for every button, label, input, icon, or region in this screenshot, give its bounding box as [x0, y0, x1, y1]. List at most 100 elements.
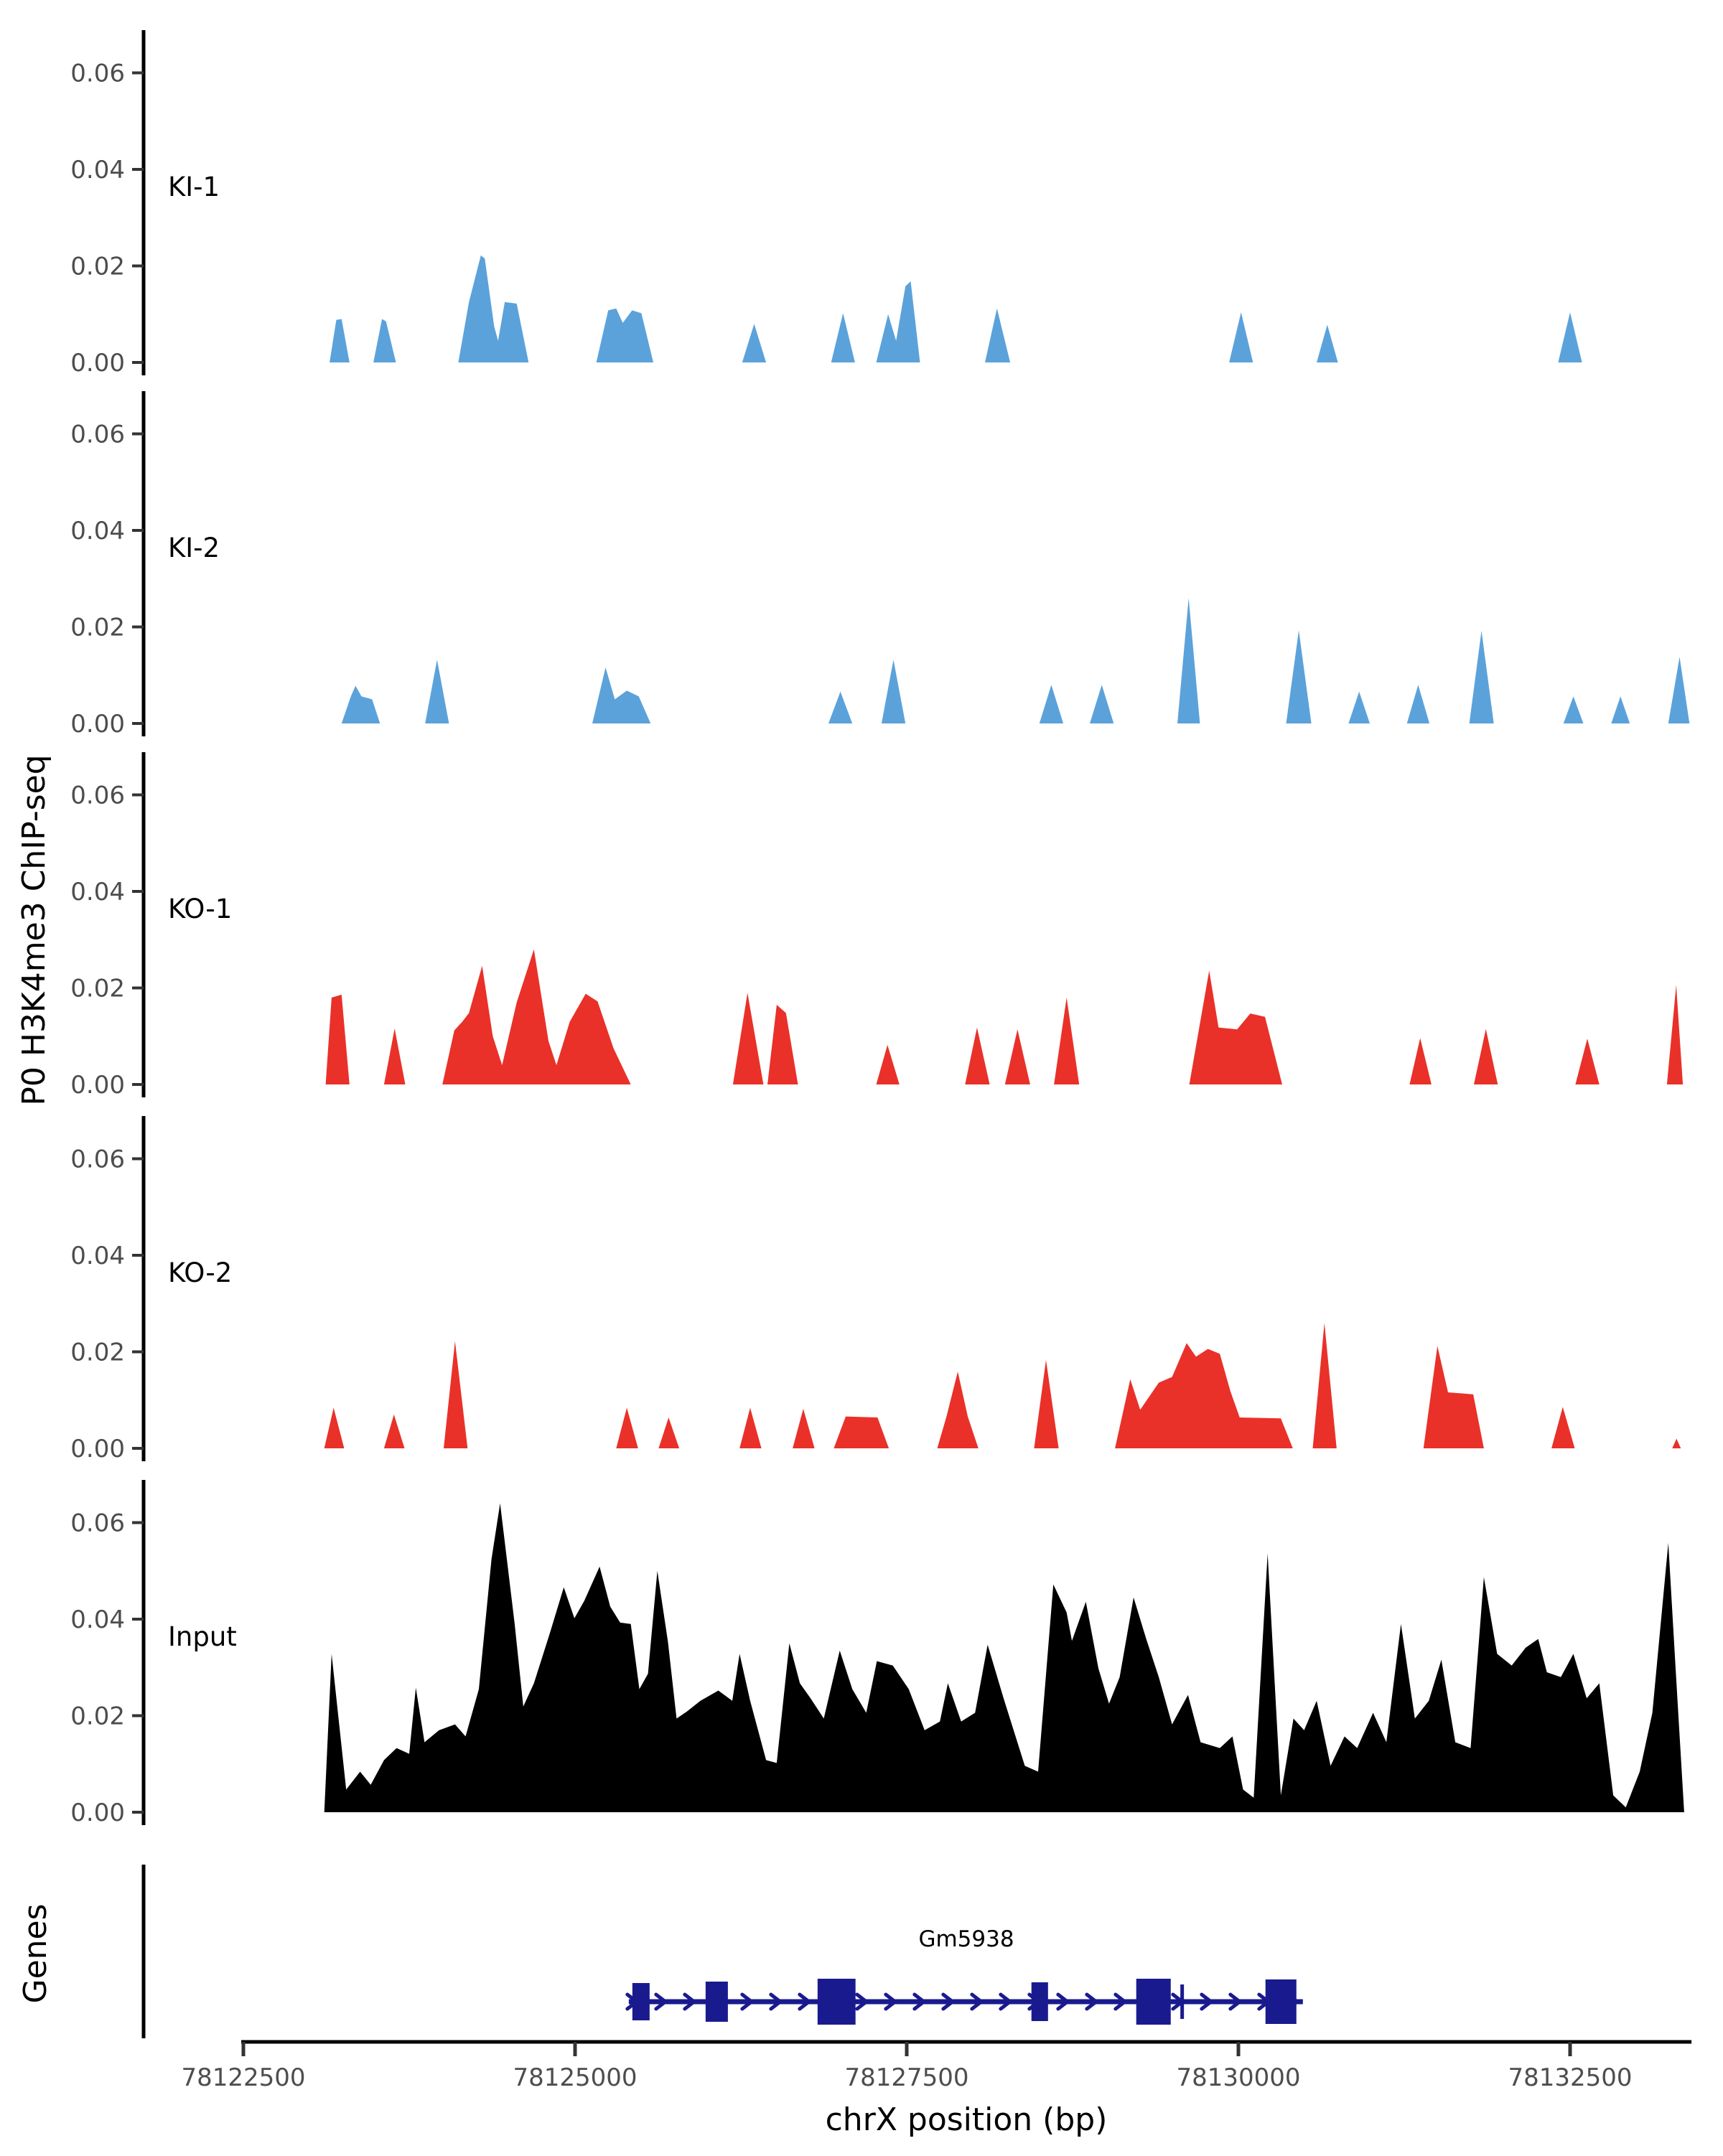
- coverage-area-ko-1: [325, 994, 350, 1084]
- strand-arrow-icon: [1200, 1992, 1213, 2011]
- coverage-area-ko-2: [793, 1408, 815, 1448]
- y-axis-title: P0 H3K4me3 ChIP-seq: [16, 754, 52, 1105]
- y-tick-label: 0.00: [70, 1071, 125, 1100]
- coverage-area-ki-1: [373, 319, 396, 362]
- coverage-area-ko-1: [383, 1028, 406, 1084]
- gene-exon: [1031, 1982, 1048, 2021]
- coverage-area-ki-1: [458, 255, 529, 362]
- track-label-ko-2: KO-2: [168, 1257, 232, 1288]
- coverage-area-ki-2: [425, 660, 449, 723]
- y-tick-label: 0.04: [70, 517, 125, 545]
- coverage-area-ko-2: [1551, 1407, 1575, 1448]
- coverage-area-ki-1: [831, 313, 855, 362]
- y-tick-label: 0.00: [70, 1799, 125, 1827]
- y-tick-label: 0.06: [70, 1509, 125, 1538]
- y-tick-label: 0.02: [70, 1702, 125, 1731]
- y-tick-label: 0.04: [70, 156, 125, 184]
- coverage-area-ki-1: [985, 308, 1011, 362]
- x-tick-label: 78127500: [844, 2063, 968, 2092]
- coverage-area-ko-1: [442, 949, 631, 1084]
- coverage-area-ko-2: [444, 1341, 468, 1448]
- y-tick-label: 0.06: [70, 421, 125, 449]
- strand-arrow-icon: [855, 1992, 869, 2011]
- coverage-area-ko-2: [1115, 1343, 1293, 1448]
- strand-arrow-icon: [1228, 1992, 1242, 2011]
- y-tick-label: 0.06: [70, 782, 125, 810]
- y-tick-label: 0.02: [70, 614, 125, 642]
- y-tick-label: 0.04: [70, 1242, 125, 1270]
- strand-arrow-icon: [1113, 1992, 1127, 2011]
- coverage-area-ki-1: [876, 281, 920, 362]
- coverage-area-ko-1: [1004, 1029, 1030, 1084]
- coverage-area-ko-2: [324, 1407, 345, 1448]
- coverage-area-ko-2: [739, 1407, 762, 1448]
- strand-arrow-icon: [884, 1992, 897, 2011]
- strand-arrow-icon: [912, 1992, 926, 2011]
- track-label-ko-1: KO-1: [168, 894, 232, 924]
- coverage-area-ki-2: [1286, 630, 1312, 723]
- coverage-area-ki-1: [1229, 312, 1253, 362]
- coverage-area-ki-2: [341, 685, 380, 723]
- x-tick-label: 78125000: [513, 2063, 637, 2092]
- strand-arrow-icon: [999, 1992, 1012, 2011]
- y-tick-label: 0.00: [70, 349, 125, 378]
- coverage-area-ko-1: [1575, 1039, 1600, 1084]
- gene-name-label: Gm5938: [918, 1926, 1014, 1952]
- coverage-area-ki-1: [596, 308, 653, 362]
- coverage-area-ki-2: [1177, 598, 1200, 723]
- strand-arrow-icon: [798, 1992, 811, 2011]
- y-tick-label: 0.02: [70, 253, 125, 281]
- coverage-area-ki-2: [1090, 685, 1114, 723]
- coverage-area-ki-1: [742, 324, 767, 362]
- coverage-area-ko-1: [1474, 1028, 1498, 1084]
- coverage-area-ki-2: [1039, 685, 1064, 723]
- coverage-area-ko-1: [1054, 998, 1080, 1084]
- gene-exon: [632, 1983, 650, 2020]
- gene-exon: [705, 1982, 728, 2022]
- track-label-input: Input: [168, 1621, 237, 1652]
- coverage-area-ko-2: [383, 1414, 405, 1448]
- coverage-area-ko-2: [937, 1372, 979, 1448]
- y-tick-label: 0.04: [70, 1606, 125, 1634]
- track-label-ki-2: KI-2: [168, 533, 220, 563]
- y-tick-label: 0.06: [70, 60, 125, 88]
- strand-arrow-icon: [769, 1992, 783, 2011]
- coverage-area-ki-2: [1348, 691, 1370, 723]
- coverage-area-ki-2: [1406, 685, 1430, 723]
- coverage-area-ko-1: [732, 993, 764, 1084]
- coverage-area-ki-2: [592, 667, 651, 723]
- coverage-area-ki-2: [1563, 696, 1584, 723]
- strand-arrow-icon: [654, 1992, 668, 2011]
- coverage-area-ko-2: [1672, 1438, 1681, 1448]
- y-tick-label: 0.00: [70, 710, 125, 739]
- generated-chart-layer: 0.00 0.02 0.04 0.06 KI-1 0.00 0.02 0.04 0.06 KI-2…: [70, 30, 1692, 2092]
- gene-exon: [1136, 1979, 1171, 2025]
- coverage-area-ko-2: [1034, 1359, 1059, 1448]
- y-tick-label: 0.06: [70, 1145, 125, 1174]
- strand-arrow-icon: [970, 1992, 984, 2011]
- coverage-area-ko-1: [1189, 970, 1282, 1084]
- gene-exon: [1265, 1979, 1297, 2024]
- coverage-area-ko-2: [1423, 1346, 1484, 1448]
- coverage-area-ko-1: [1409, 1038, 1432, 1084]
- coverage-area-ko-1: [1666, 985, 1684, 1084]
- coverage-area-ki-1: [1558, 312, 1582, 362]
- coverage-area-ki-1: [1317, 324, 1338, 362]
- coverage-area-ki-2: [1668, 657, 1690, 723]
- gene-exon: [817, 1979, 856, 2025]
- genes-panel-label: Genes: [17, 1903, 54, 2003]
- x-axis-title: chrX position (bp): [826, 2101, 1108, 2138]
- coverage-area-input: [324, 1503, 1684, 1812]
- y-tick-label: 0.02: [70, 975, 125, 1003]
- coverage-area-ko-2: [616, 1407, 638, 1448]
- strand-arrow-icon: [1085, 1992, 1098, 2011]
- coverage-area-ko-2: [834, 1416, 889, 1448]
- x-tick-label: 78132500: [1508, 2063, 1632, 2092]
- gene-thin-mark: [1180, 1984, 1185, 2019]
- coverage-area-ko-2: [1312, 1323, 1337, 1448]
- y-tick-label: 0.02: [70, 1339, 125, 1367]
- strand-arrow-icon: [1056, 1992, 1070, 2011]
- coverage-area-ko-1: [876, 1044, 900, 1084]
